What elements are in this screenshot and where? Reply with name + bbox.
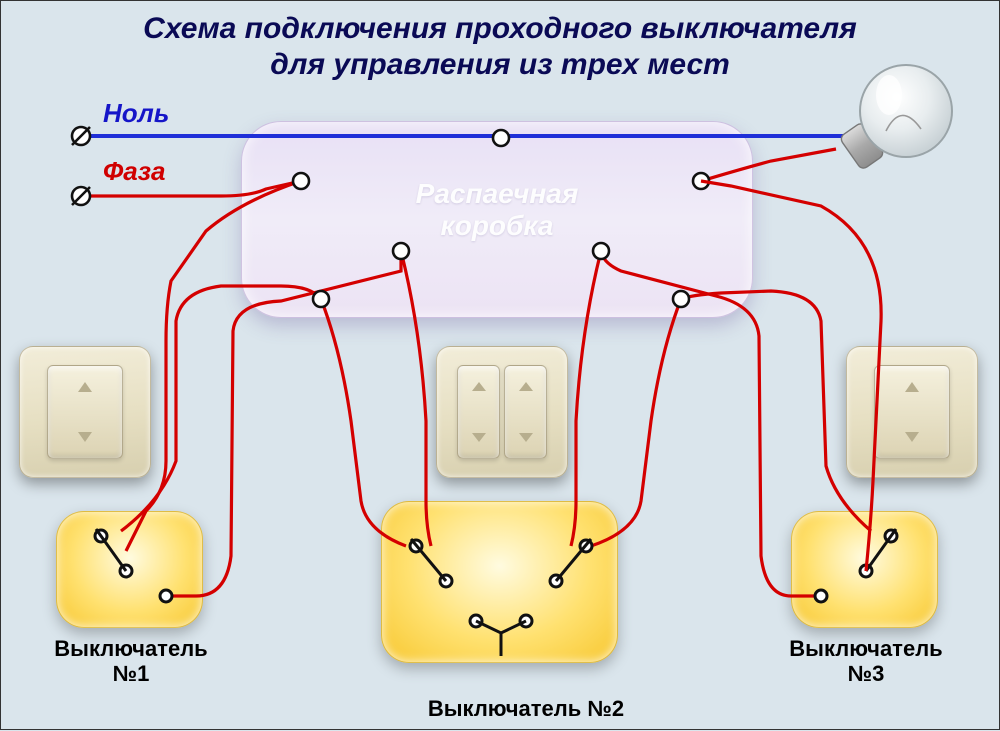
junction-box: Распаечная коробка <box>241 121 753 318</box>
sw1-traveler-a <box>121 286 321 531</box>
title-line1: Схема подключения проходного выключателя <box>143 12 857 45</box>
rocker-switch-2-left <box>457 365 500 459</box>
title-line2: для управления из трех мест <box>270 48 730 81</box>
switch-2-label: Выключатель №2 <box>406 696 646 721</box>
contacts-switch-1 <box>56 511 203 628</box>
junction-box-label: Распаечная коробка <box>416 178 579 242</box>
wall-switch-3 <box>846 346 978 478</box>
rocker-switch-1 <box>47 365 123 459</box>
wall-switch-1 <box>19 346 151 478</box>
phase-input-terminal <box>72 187 90 205</box>
rocker-switch-3 <box>874 365 950 459</box>
neutral-input-terminal <box>72 127 90 145</box>
switch-3-label: Выключатель №3 <box>776 636 956 687</box>
sw3-traveler-a <box>681 291 871 531</box>
diagram-title: Схема подключения проходного выключателя… <box>1 11 999 83</box>
switch-1-label: Выключатель №1 <box>41 636 221 687</box>
phase-label: Фаза <box>103 156 166 187</box>
contacts-switch-2 <box>381 501 618 663</box>
wall-switch-2 <box>436 346 568 478</box>
rocker-switch-2-right <box>504 365 547 459</box>
contacts-switch-3 <box>791 511 938 628</box>
neutral-label: Ноль <box>103 98 169 129</box>
